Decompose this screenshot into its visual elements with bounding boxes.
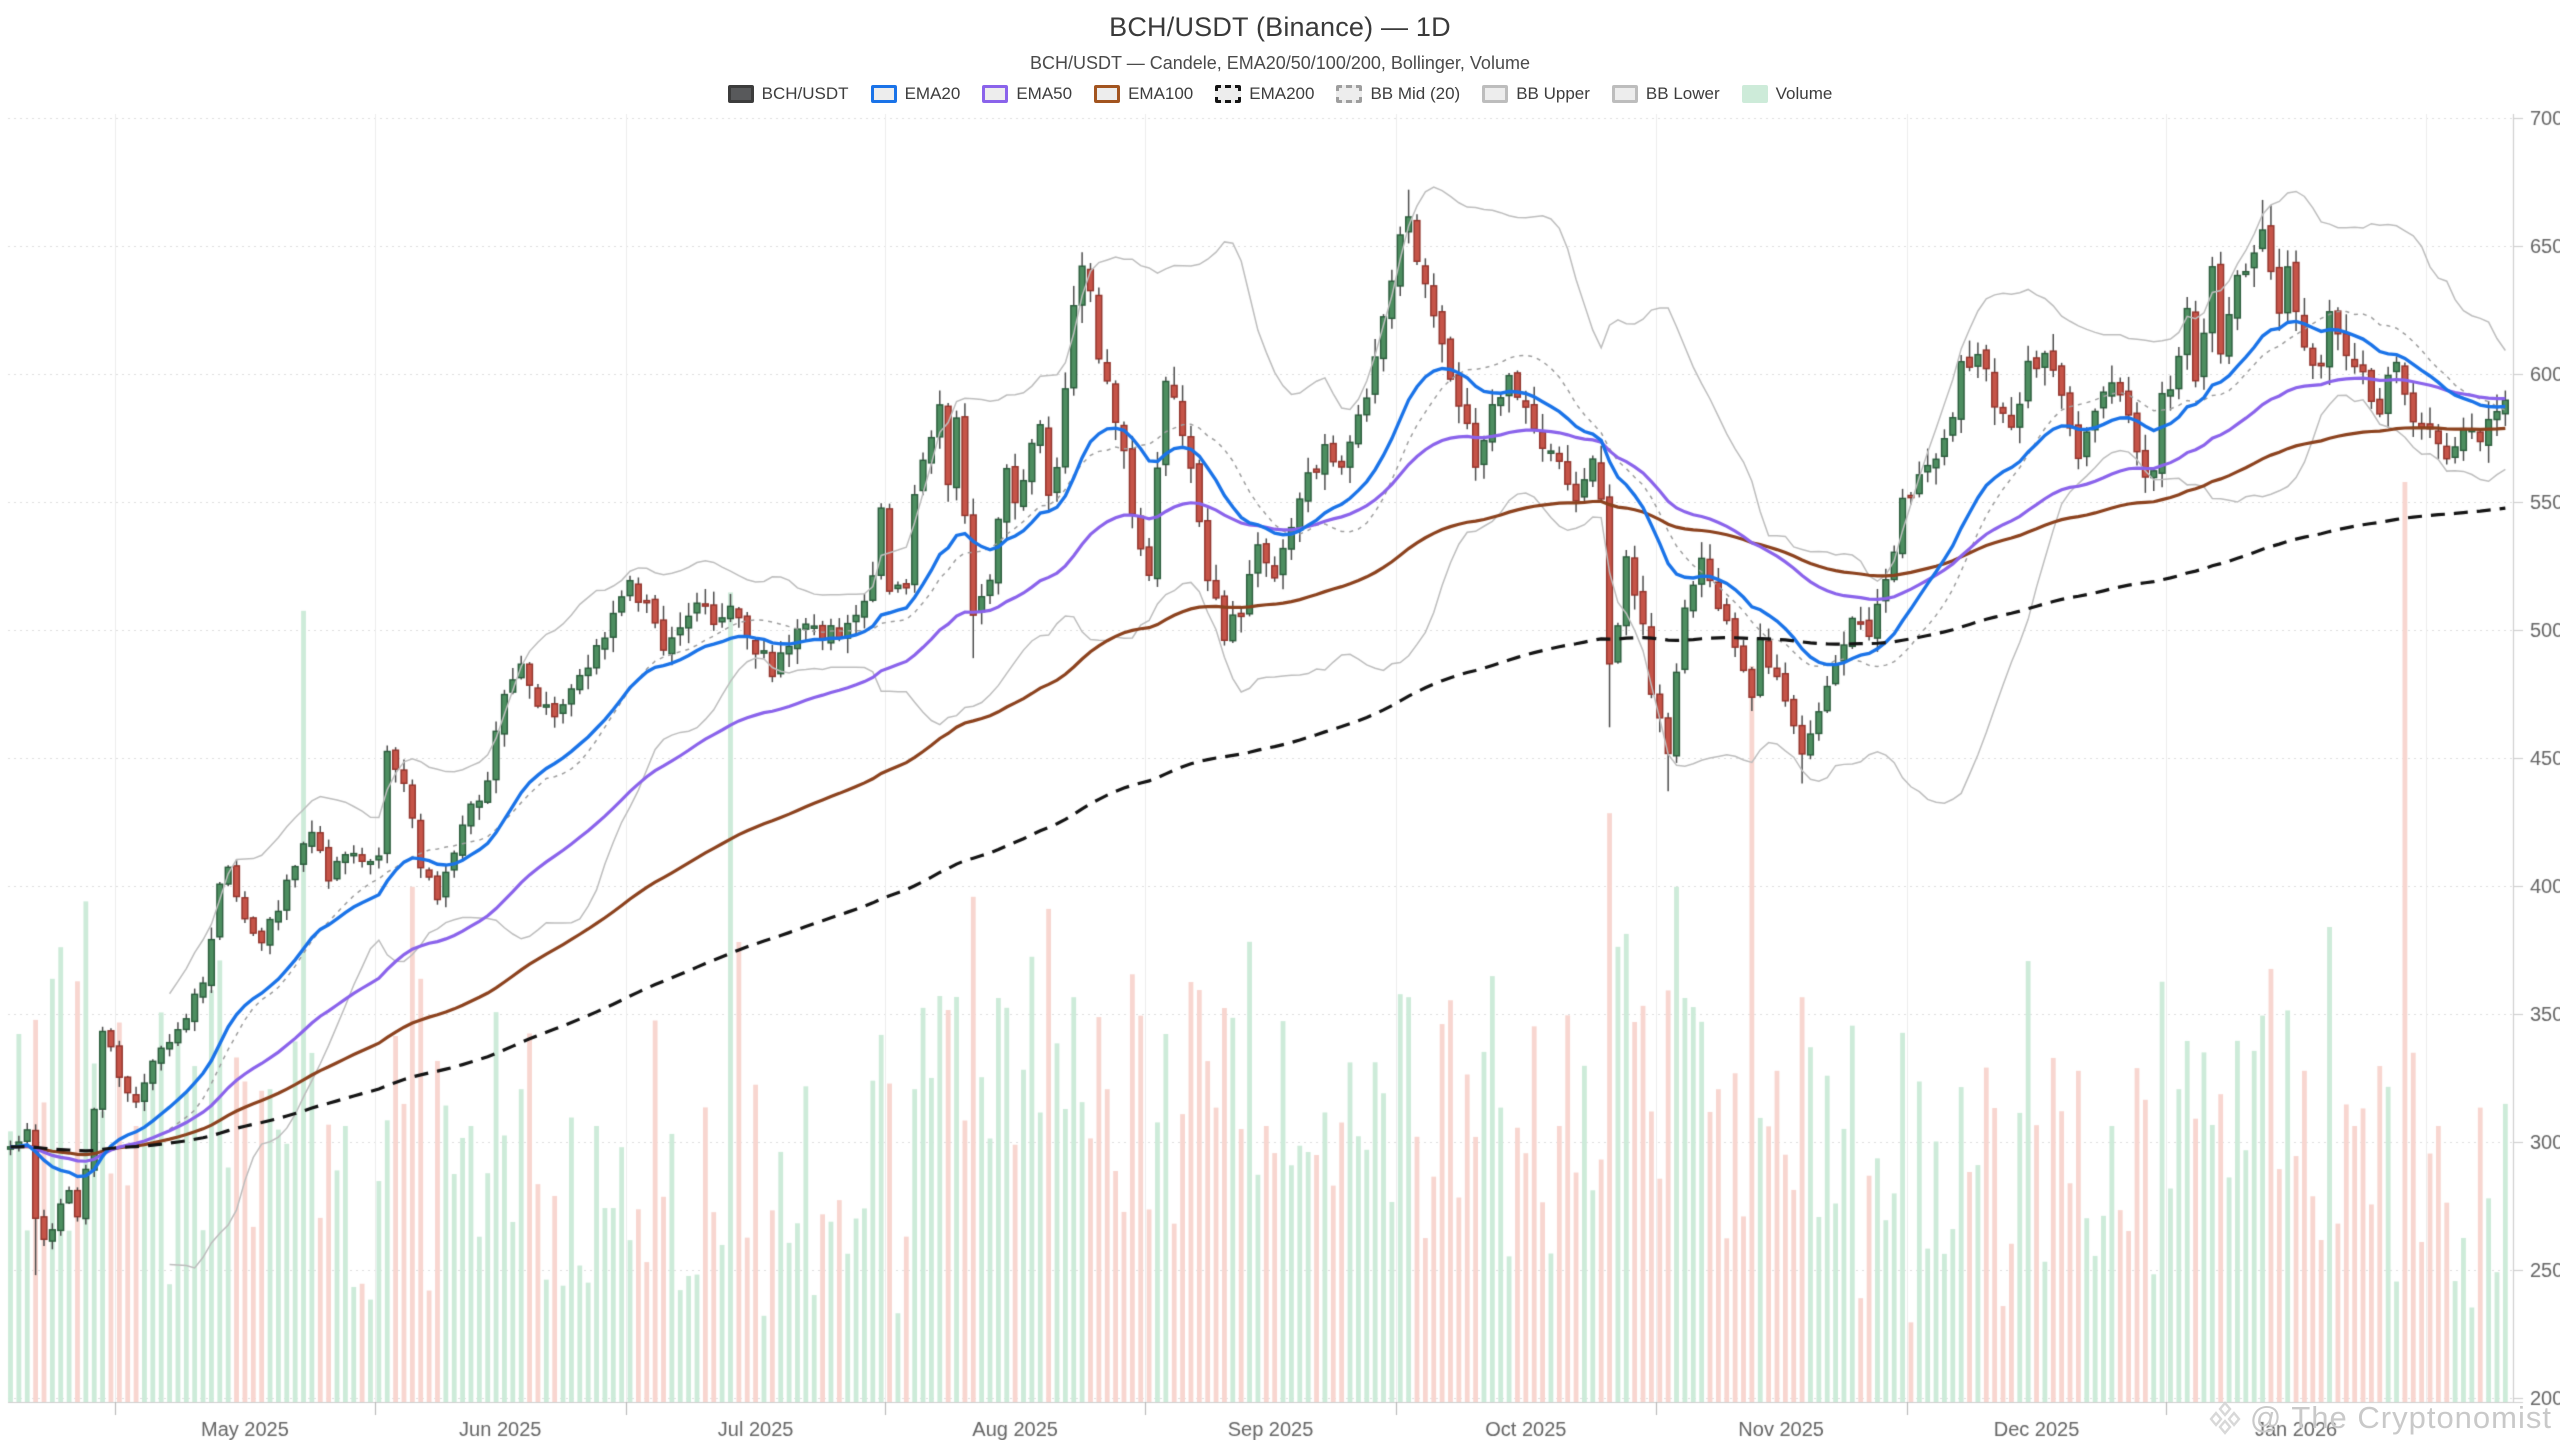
watermark: @ The Cryptonomist: [2208, 1400, 2552, 1436]
legend-label: EMA20: [904, 84, 961, 103]
legend-swatch-icon: [1741, 85, 1768, 103]
legend-item[interactable]: EMA20: [870, 84, 961, 104]
legend-swatch-icon: [870, 85, 897, 103]
cryptonomist-logo-icon: [2209, 1401, 2241, 1435]
legend-label: EMA200: [1249, 84, 1315, 103]
page-title: BCH/USDT (Binance) — 1D: [1109, 12, 1451, 42]
legend-label: Volume: [1775, 84, 1833, 103]
legend-item[interactable]: BB Lower: [1611, 84, 1720, 104]
legend-item[interactable]: EMA50: [982, 84, 1072, 104]
legend-swatch-icon: [1336, 85, 1363, 103]
legend-swatch-icon: [727, 85, 754, 103]
watermark-text: @ The Cryptonomist: [2249, 1400, 2552, 1435]
legend-item[interactable]: BB Mid (20): [1336, 84, 1460, 104]
legend: BCH/USDT EMA20 EMA50 EMA100 EMA200 BB Mid (20…: [0, 84, 2560, 104]
legend-item[interactable]: EMA100: [1094, 84, 1193, 104]
legend-label: BB Mid (20): [1370, 84, 1461, 103]
legend-label: EMA100: [1128, 84, 1194, 103]
legend-label: BB Upper: [1516, 84, 1590, 103]
legend-label: EMA50: [1016, 84, 1073, 103]
chart-subtitle: BCH/USDT — Candele, EMA20/50/100/200, Bo…: [1030, 53, 1530, 73]
legend-label: BB Lower: [1645, 84, 1720, 103]
legend-swatch-icon: [1611, 85, 1638, 103]
legend-swatch-icon: [1215, 85, 1242, 103]
legend-item[interactable]: BB Upper: [1482, 84, 1590, 104]
legend-item[interactable]: Volume: [1741, 84, 1833, 104]
legend-label: BCH/USDT: [761, 84, 849, 103]
legend-swatch-icon: [1094, 85, 1121, 103]
legend-item[interactable]: EMA200: [1215, 84, 1314, 104]
legend-swatch-icon: [982, 85, 1009, 103]
legend-item[interactable]: BCH/USDT: [727, 84, 849, 104]
legend-swatch-icon: [1482, 85, 1509, 103]
